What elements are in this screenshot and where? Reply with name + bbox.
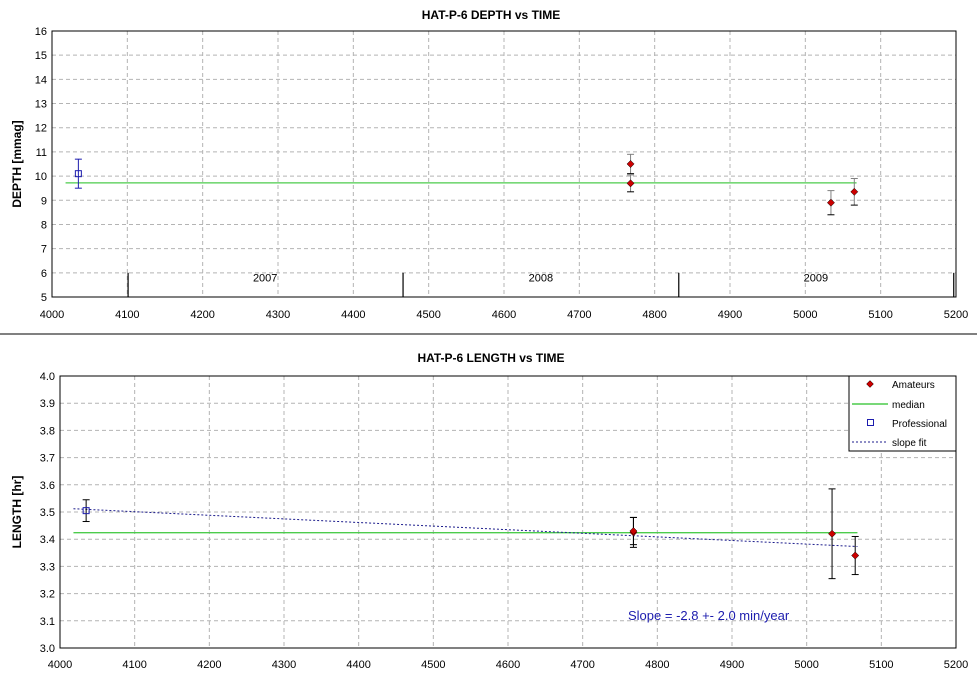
- legend-box: [848, 375, 957, 452]
- length-y-tick-label: 3.0: [40, 643, 55, 655]
- slope-annotation: Slope = -2.8 +- 2.0 min/year: [628, 608, 790, 623]
- length-y-axis-label: LENGTH [hr]: [10, 476, 24, 549]
- depth-year-markers: 2007 2008 2009: [127, 273, 955, 297]
- length-y-tick-label: 3.3: [40, 561, 55, 573]
- length-x-tick-label: 4900: [720, 659, 744, 671]
- depth-x-tick-label: 4800: [642, 309, 666, 321]
- depth-year-label: 2007: [253, 273, 277, 285]
- length-y-tick-label: 3.2: [40, 589, 55, 601]
- depth-y-tick-label: 15: [35, 50, 47, 62]
- depth-y-tick-labels: 5 6 7 8 9 10 11 12 13 14 15 16: [35, 26, 47, 304]
- length-amateur-point: [828, 529, 837, 538]
- depth-x-tick-label: 4900: [718, 309, 742, 321]
- depth-x-tick-label: 4600: [492, 309, 516, 321]
- length-plot-area-border: [59, 375, 957, 649]
- length-gridlines: [60, 376, 956, 648]
- depth-y-tick-label: 8: [41, 219, 47, 231]
- length-x-tick-label: 4500: [421, 659, 445, 671]
- depth-chart-title: HAT-P-6 DEPTH vs TIME: [422, 8, 560, 22]
- depth-x-tick-label: 4000: [40, 309, 64, 321]
- length-x-tick-label: 5100: [869, 659, 893, 671]
- length-x-tick-labels: 4000 4100 4200 4300 4400 4500 4600 4700 4800 4900…: [48, 659, 968, 671]
- depth-x-tick-label: 4200: [190, 309, 214, 321]
- depth-plot-area-border: [51, 30, 957, 298]
- legend: Amateurs median Professional slope fit: [848, 375, 957, 452]
- depth-chart: HAT-P-6 DEPTH vs TIME DEPTH [mmag] 2007 2…: [10, 8, 968, 321]
- legend-amateurs-label: Amateurs: [892, 380, 935, 391]
- depth-amateur-point: [626, 160, 635, 168]
- depth-x-tick-label: 4700: [567, 309, 591, 321]
- depth-x-tick-label: 4500: [416, 309, 440, 321]
- depth-y-tick-label: 9: [41, 195, 47, 207]
- depth-y-tick-label: 7: [41, 244, 47, 256]
- legend-amateurs-marker: [866, 380, 874, 388]
- length-y-tick-label: 3.5: [40, 507, 55, 519]
- length-x-tick-label: 4700: [570, 659, 594, 671]
- length-y-tick-label: 3.4: [40, 534, 55, 546]
- depth-y-tick-label: 13: [35, 99, 47, 111]
- depth-x-tick-label: 5200: [944, 309, 968, 321]
- length-y-tick-label: 3.1: [40, 616, 55, 628]
- length-amateur-point: [629, 527, 638, 535]
- length-data-points: [82, 488, 860, 580]
- length-slope-fit-line: [73, 508, 858, 548]
- length-y-tick-label: 3.7: [40, 453, 55, 465]
- depth-x-tick-label: 5100: [868, 309, 892, 321]
- legend-median-label: median: [892, 400, 925, 411]
- length-professional-point: [82, 507, 90, 515]
- depth-data-points: [74, 153, 859, 216]
- depth-year-label: 2008: [529, 273, 553, 285]
- length-x-tick-label: 4800: [645, 659, 669, 671]
- length-amateur-point: [851, 551, 860, 560]
- depth-y-tick-label: 12: [35, 123, 47, 135]
- length-lines: [73, 508, 858, 548]
- legend-professional-label: Professional: [892, 419, 947, 430]
- depth-y-tick-label: 6: [41, 268, 47, 280]
- length-y-tick-label: 3.6: [40, 480, 55, 492]
- depth-y-tick-label: 16: [35, 26, 47, 38]
- length-x-tick-label: 4100: [122, 659, 146, 671]
- depth-x-tick-label: 4400: [341, 309, 365, 321]
- depth-y-tick-label: 5: [41, 292, 47, 304]
- depth-amateur-point: [626, 179, 635, 188]
- depth-y-tick-label: 10: [35, 171, 47, 183]
- depth-y-tick-label: 14: [35, 74, 47, 86]
- depth-amateur-point: [826, 198, 835, 207]
- depth-year-label: 2009: [804, 273, 828, 285]
- length-x-tick-label: 5000: [794, 659, 818, 671]
- length-x-tick-label: 4200: [197, 659, 221, 671]
- length-x-tick-label: 4300: [272, 659, 296, 671]
- length-chart-title: HAT-P-6 LENGTH vs TIME: [417, 351, 564, 365]
- depth-amateur-point: [850, 187, 859, 196]
- legend-professional-marker: [867, 419, 874, 426]
- length-y-tick-label: 3.9: [40, 398, 55, 410]
- depth-y-axis-label: DEPTH [mmag]: [10, 120, 24, 207]
- length-y-tick-labels: 3.0 3.1 3.2 3.3 3.4 3.5 3.6 3.7 3.8 3.9 4.0: [40, 371, 55, 655]
- length-chart: HAT-P-6 LENGTH vs TIME LENGTH [hr] 3.03.…: [10, 351, 968, 671]
- length-x-tick-label: 5200: [944, 659, 968, 671]
- depth-professional-point: [74, 170, 82, 178]
- length-y-tick-label: 4.0: [40, 371, 55, 383]
- length-x-tick-label: 4000: [48, 659, 72, 671]
- length-x-tick-label: 4400: [346, 659, 370, 671]
- depth-y-tick-label: 11: [36, 147, 47, 159]
- depth-x-tick-label: 4300: [266, 309, 290, 321]
- depth-x-tick-labels: 4000 4100 4200 4300 4400 4500 4600 4700 4800 4900…: [40, 309, 968, 321]
- length-x-tick-label: 4600: [496, 659, 520, 671]
- legend-slope-fit-label: slope fit: [892, 438, 927, 449]
- depth-x-tick-label: 5000: [793, 309, 817, 321]
- depth-gridlines: [52, 31, 956, 297]
- length-y-tick-label: 3.8: [40, 425, 55, 437]
- depth-x-tick-label: 4100: [115, 309, 139, 321]
